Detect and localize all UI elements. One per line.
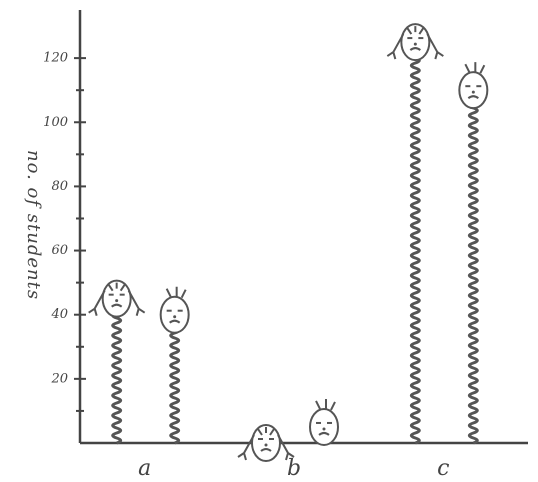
y-tick-label: 40	[50, 307, 68, 322]
student-figure	[88, 279, 146, 445]
hair	[237, 427, 295, 461]
mouth	[260, 448, 272, 452]
face	[458, 71, 489, 110]
student-figure	[237, 424, 295, 462]
wavy-stem	[409, 41, 421, 445]
mouth	[409, 47, 421, 51]
y-axis-title: no. of students	[23, 150, 44, 300]
y-tick-label: 120	[43, 51, 68, 66]
face	[101, 279, 132, 318]
hair	[88, 282, 146, 316]
y-tick-label: 20	[50, 371, 68, 386]
student-figure	[309, 398, 339, 446]
wavy-stem	[467, 88, 479, 445]
face	[309, 407, 339, 446]
hair	[165, 286, 187, 299]
nose	[471, 90, 475, 94]
nose	[413, 42, 417, 46]
wavy-stem	[111, 297, 123, 445]
y-tick-label: 100	[43, 115, 68, 130]
x-tick-label: c	[437, 456, 449, 481]
wavy-stem	[169, 313, 181, 445]
mouth	[467, 95, 479, 99]
x-tick-label: a	[138, 456, 151, 481]
mouth	[111, 303, 123, 308]
student-figure	[386, 23, 444, 445]
nose	[264, 443, 268, 447]
hair	[315, 398, 336, 411]
hair	[386, 26, 444, 60]
hair	[464, 62, 486, 74]
nose	[115, 299, 119, 303]
face	[251, 424, 281, 462]
student-figure	[458, 62, 489, 445]
x-tick-label: b	[287, 456, 301, 481]
student-figure	[159, 286, 190, 445]
nose	[173, 315, 177, 319]
face	[400, 23, 431, 62]
mouth	[169, 319, 181, 324]
face	[159, 295, 190, 334]
y-tick-label: 80	[51, 179, 68, 194]
nose	[322, 427, 326, 431]
mouth	[318, 431, 330, 436]
y-tick-label: 60	[51, 243, 68, 258]
